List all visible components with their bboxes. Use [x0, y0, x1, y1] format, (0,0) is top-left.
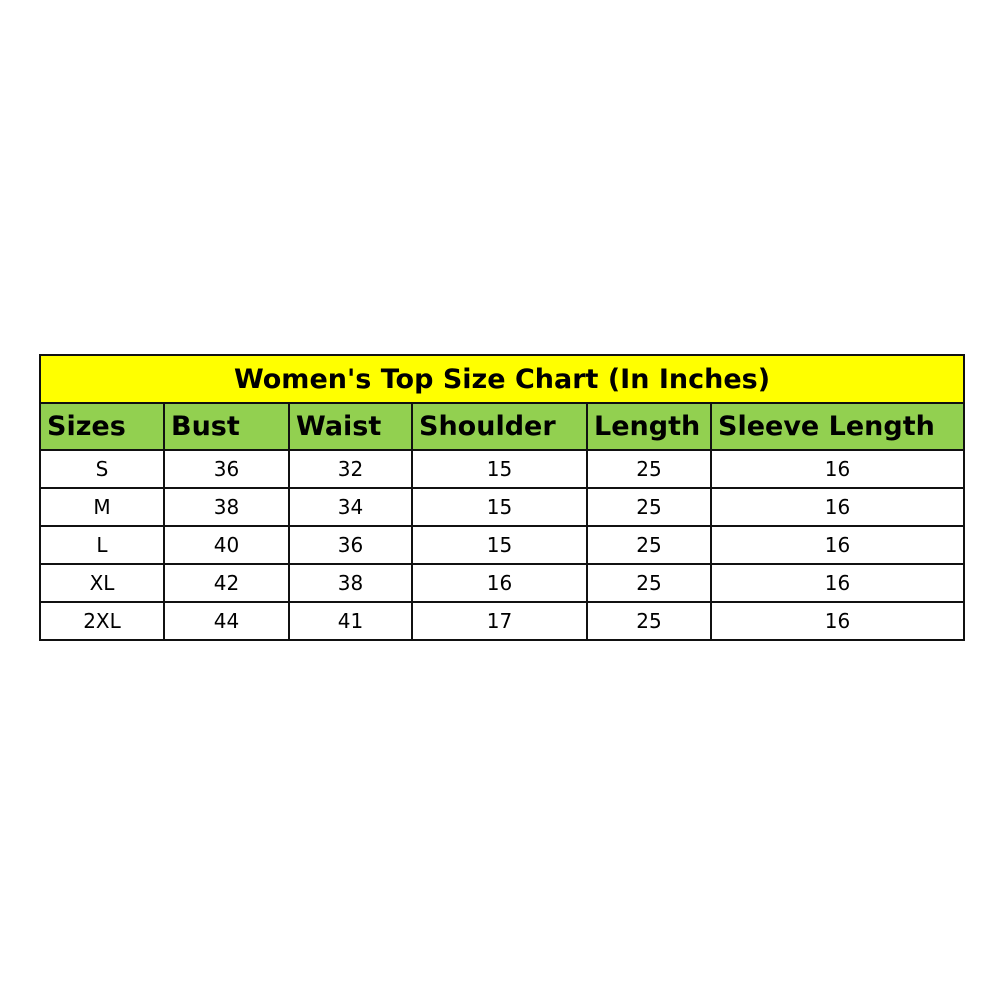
table-cell: 2XL — [39, 601, 165, 641]
table-cell: 25 — [586, 601, 712, 641]
table-cell: 15 — [411, 525, 588, 565]
table-cell: 16 — [710, 563, 965, 603]
table-cell: 25 — [586, 449, 712, 489]
column-header: Bust — [163, 402, 290, 451]
table-cell: 34 — [288, 487, 413, 527]
table-cell: 38 — [163, 487, 290, 527]
column-header: Waist — [288, 402, 413, 451]
table-row: L 40 36 15 25 16 — [39, 525, 965, 565]
title-row: Women's Top Size Chart (In Inches) — [39, 354, 965, 404]
table-cell: L — [39, 525, 165, 565]
column-header: Sleeve Length — [710, 402, 965, 451]
table-cell: XL — [39, 563, 165, 603]
table-cell: S — [39, 449, 165, 489]
size-chart-table: Women's Top Size Chart (In Inches) Sizes… — [39, 354, 965, 641]
table-cell: 16 — [710, 449, 965, 489]
table-title: Women's Top Size Chart (In Inches) — [39, 354, 965, 404]
table-cell: 25 — [586, 525, 712, 565]
table-cell: 42 — [163, 563, 290, 603]
column-header: Sizes — [39, 402, 165, 451]
table-cell: 32 — [288, 449, 413, 489]
table-cell: 25 — [586, 487, 712, 527]
table-cell: 16 — [710, 487, 965, 527]
table-row: S 36 32 15 25 16 — [39, 449, 965, 489]
table-cell: 16 — [710, 525, 965, 565]
table-cell: 36 — [163, 449, 290, 489]
table-cell: 44 — [163, 601, 290, 641]
table-cell: 16 — [411, 563, 588, 603]
table-cell: M — [39, 487, 165, 527]
table-cell: 25 — [586, 563, 712, 603]
table-row: M 38 34 15 25 16 — [39, 487, 965, 527]
table-cell: 38 — [288, 563, 413, 603]
table-cell: 16 — [710, 601, 965, 641]
table-cell: 15 — [411, 449, 588, 489]
header-row: Sizes Bust Waist Shoulder Length Sleeve … — [39, 402, 965, 451]
table-cell: 41 — [288, 601, 413, 641]
column-header: Shoulder — [411, 402, 588, 451]
table-cell: 17 — [411, 601, 588, 641]
column-header: Length — [586, 402, 712, 451]
table-row: XL 42 38 16 25 16 — [39, 563, 965, 603]
table-cell: 15 — [411, 487, 588, 527]
table-cell: 40 — [163, 525, 290, 565]
table-cell: 36 — [288, 525, 413, 565]
table-row: 2XL 44 41 17 25 16 — [39, 601, 965, 641]
